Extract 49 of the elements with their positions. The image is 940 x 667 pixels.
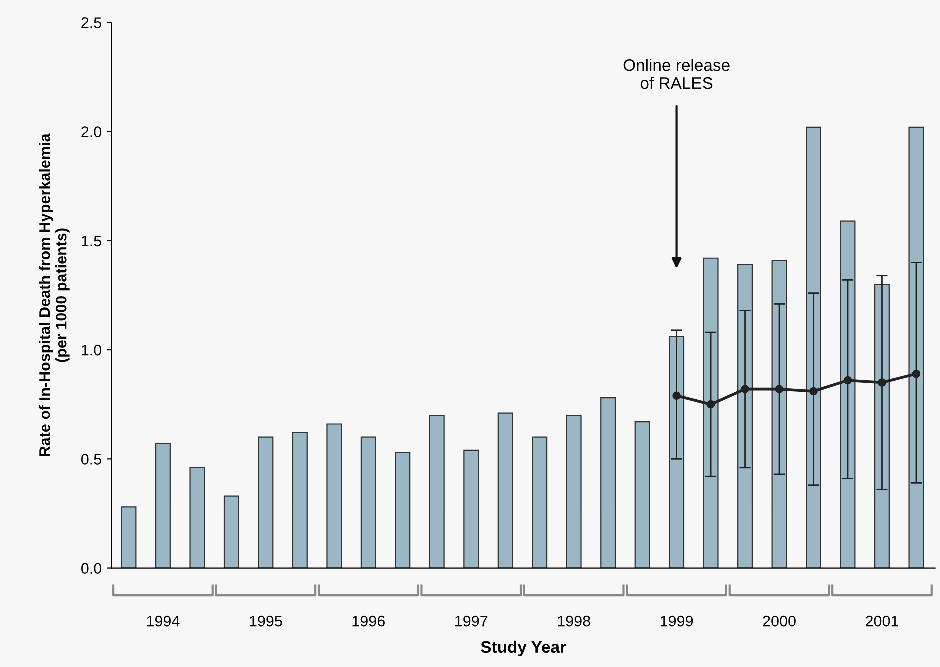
point [810, 387, 818, 396]
bar [703, 258, 719, 568]
y-tick-label: 0.0 [82, 563, 102, 574]
bar [772, 260, 788, 568]
x-tick-label: 1995 [250, 616, 282, 627]
bar [532, 436, 548, 568]
bar [258, 436, 274, 568]
point [741, 385, 750, 394]
x-tick-label: 2001 [866, 616, 898, 627]
x-axis-title: Study Year [481, 640, 566, 656]
bar [190, 467, 206, 568]
y-tick-label: 1.5 [82, 236, 102, 247]
bar [360, 436, 376, 568]
x-tick-label: 1996 [352, 616, 385, 627]
point [672, 392, 681, 400]
bar [634, 422, 650, 568]
y-tick-label: 2.5 [82, 18, 102, 28]
y-axis-title: Rate of In-Hospital Death from Hyperkalemia (per 1000 patients) [39, 134, 70, 456]
bar [669, 336, 685, 568]
x-tick-label: 2000 [763, 616, 796, 627]
bar [121, 506, 137, 568]
bar [464, 450, 480, 568]
y-tick-label: 0.5 [82, 454, 102, 465]
point [912, 370, 921, 378]
bar [840, 220, 856, 568]
bar [566, 414, 582, 568]
bar [395, 452, 411, 568]
bar [498, 412, 514, 568]
point [878, 378, 886, 387]
bar [292, 432, 308, 568]
bar [326, 424, 342, 568]
bar [908, 126, 924, 568]
bar [600, 398, 616, 568]
point [844, 376, 852, 385]
bar [155, 443, 171, 568]
bar [874, 284, 890, 568]
annotation: Online release of RALES [624, 59, 730, 90]
x-tick-label: 1994 [147, 616, 180, 627]
point [775, 385, 784, 394]
y-tick-label: 2.0 [82, 126, 102, 138]
bar [429, 414, 445, 568]
x-tick-label: 1997 [456, 616, 488, 627]
x-tick-label: 1998 [558, 616, 590, 627]
y-tick-label: 1.0 [82, 344, 102, 356]
point [706, 400, 716, 409]
x-tick-label: 1999 [660, 616, 694, 627]
bar [224, 496, 240, 568]
bar [738, 264, 754, 568]
bar [806, 126, 822, 568]
